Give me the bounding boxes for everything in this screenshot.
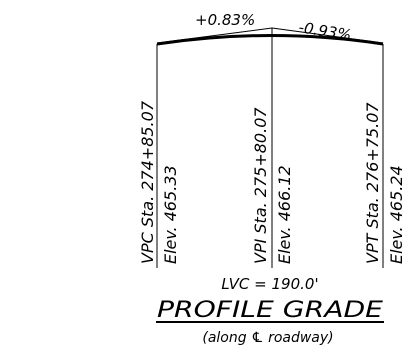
vpt-station-label: VPT Sta. 276+75.07 [363, 102, 382, 264]
grade-in-label: +0.83% [195, 11, 255, 29]
curve-length-label: LVC = 190.0' [221, 275, 318, 293]
diagram-subtitle: (along ℄ roadway) [202, 330, 333, 346]
vpt-elevation-label: Elev. 465.24 [387, 165, 406, 264]
vpi-station-label: VPI Sta. 275+80.07 [251, 107, 270, 264]
vpi-elevation-label: Elev. 466.12 [275, 165, 294, 264]
vpc-station-label: VPC Sta. 274+85.07 [138, 100, 157, 264]
vpc-elevation-label: Elev. 465.33 [161, 165, 180, 264]
vertical-curve [156, 34, 384, 46]
diagram-title: PROFILE GRADE [157, 298, 383, 323]
grade-out-label: -0.93% [297, 18, 352, 44]
